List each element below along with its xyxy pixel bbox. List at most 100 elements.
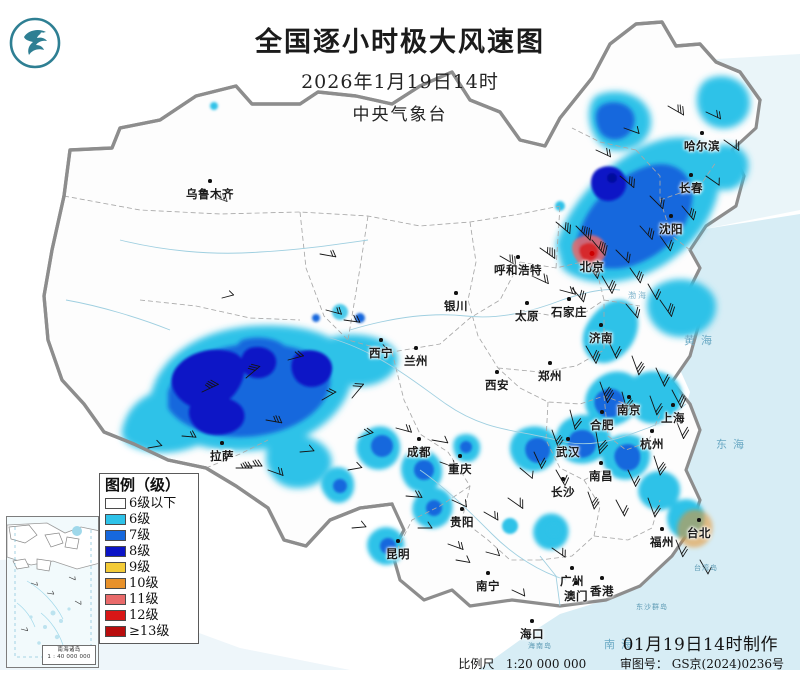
city-label-text: 香港 bbox=[590, 584, 614, 598]
city-marker-dot bbox=[458, 454, 462, 458]
city-label-text: 拉萨 bbox=[210, 449, 234, 463]
city-label-哈尔滨: 哈尔滨 bbox=[684, 131, 720, 154]
city-marker-dot bbox=[566, 437, 570, 441]
legend-label: 8级 bbox=[129, 543, 151, 559]
cma-dragon-logo bbox=[9, 17, 61, 69]
city-marker-dot bbox=[379, 338, 383, 342]
city-label-上海: 上海 bbox=[661, 403, 685, 426]
city-marker-dot bbox=[599, 461, 603, 465]
city-label-杭州: 杭州 bbox=[640, 429, 664, 452]
city-label-text: 北京 bbox=[579, 260, 605, 274]
city-marker-dot bbox=[208, 179, 212, 183]
legend-label: 12级 bbox=[129, 607, 159, 623]
city-marker-dot bbox=[671, 403, 675, 407]
city-label-text: 郑州 bbox=[538, 369, 562, 383]
city-label-澳门: 澳门 bbox=[564, 581, 588, 604]
city-label-text: 呼和浩特 bbox=[494, 263, 542, 277]
city-label-text: 长沙 bbox=[551, 485, 575, 499]
city-label-text: 武汉 bbox=[556, 445, 580, 459]
legend-label: 11级 bbox=[129, 591, 159, 607]
legend-row: 10级 bbox=[105, 575, 194, 591]
city-label-text: 银川 bbox=[444, 299, 468, 313]
legend-swatch bbox=[105, 497, 126, 509]
legend-swatch bbox=[105, 609, 126, 621]
city-label-text: 兰州 bbox=[404, 354, 428, 368]
city-marker-dot bbox=[417, 437, 421, 441]
province-boundaries bbox=[63, 127, 717, 561]
city-label-text: 西宁 bbox=[369, 346, 393, 360]
city-label-text: 杭州 bbox=[640, 437, 664, 451]
city-label-南昌: 南昌 bbox=[589, 461, 613, 484]
city-marker-dot bbox=[660, 527, 664, 531]
sea-label-东海: 东海 bbox=[716, 438, 750, 451]
city-label-text: 济南 bbox=[589, 331, 613, 345]
scale-label: 比例尺 bbox=[458, 657, 495, 671]
city-marker-dot bbox=[650, 429, 654, 433]
city-marker-dot bbox=[627, 395, 631, 399]
city-marker-dot bbox=[574, 581, 578, 585]
city-marker-dot bbox=[516, 255, 520, 259]
city-marker-dot bbox=[570, 566, 574, 570]
city-label-香港: 香港 bbox=[590, 576, 614, 599]
scale-value: 1:20 000 000 bbox=[505, 657, 587, 671]
island-label-海南岛: 海南岛 bbox=[528, 642, 552, 650]
city-marker-dot bbox=[220, 441, 224, 445]
city-label-text: 重庆 bbox=[448, 462, 472, 476]
city-label-银川: 银川 bbox=[444, 291, 468, 314]
city-label-text: 昆明 bbox=[386, 547, 410, 561]
island-label-台湾岛: 台湾岛 bbox=[694, 564, 718, 572]
wind-barb-layer bbox=[147, 104, 740, 597]
inset-scale-name: 南海诸岛 bbox=[57, 647, 81, 653]
legend-swatch bbox=[105, 529, 126, 541]
production-time: 01月19日14时制作 bbox=[622, 635, 778, 655]
inset-scale-box: 南海诸岛 1 : 40 000 000 bbox=[42, 645, 96, 665]
city-label-太原: 太原 bbox=[515, 301, 539, 324]
city-label-武汉: 武汉 bbox=[556, 437, 580, 460]
city-marker-dot bbox=[567, 297, 571, 301]
city-marker-dot bbox=[548, 361, 552, 365]
city-label-text: 南宁 bbox=[476, 579, 500, 593]
inset-map-graphic bbox=[7, 517, 98, 667]
island-label-东沙群岛: 东沙群岛 bbox=[636, 603, 668, 611]
city-label-text: 澳门 bbox=[564, 589, 588, 603]
legend-swatch bbox=[105, 561, 126, 573]
legend-label: ≥13级 bbox=[129, 623, 170, 639]
city-label-text: 石家庄 bbox=[551, 305, 587, 319]
city-label-南宁: 南宁 bbox=[476, 571, 500, 594]
sea-label-南海: 南海 bbox=[604, 638, 638, 651]
city-label-text: 台北 bbox=[687, 526, 711, 540]
city-marker-dot bbox=[454, 291, 458, 295]
legend-rows: 6级以下 6级 7级 8级 9级 10级 11级 12级 ≥13级 bbox=[105, 495, 194, 639]
city-label-text: 南京 bbox=[617, 403, 641, 417]
city-label-text: 成都 bbox=[407, 445, 431, 459]
city-label-合肥: 合肥 bbox=[590, 410, 614, 433]
city-label-贵阳: 贵阳 bbox=[450, 507, 474, 530]
city-label-沈阳: 沈阳 bbox=[659, 214, 683, 237]
city-label-text: 合肥 bbox=[590, 418, 614, 432]
city-label-北京: 北京 bbox=[579, 251, 605, 275]
wind-speed-field-layer bbox=[121, 76, 751, 565]
legend-panel: 图例（级） 6级以下 6级 7级 8级 9级 10级 11级 12级 ≥13级 bbox=[99, 473, 199, 645]
rivers-layer bbox=[65, 239, 687, 607]
city-label-海口: 海口 bbox=[520, 619, 544, 642]
legend-row: ≥13级 bbox=[105, 623, 194, 639]
city-marker-dot bbox=[414, 346, 418, 350]
city-marker-dot bbox=[600, 576, 604, 580]
legend-label: 6级 bbox=[129, 511, 151, 527]
bottom-spacer bbox=[0, 670, 800, 676]
city-marker-dot bbox=[396, 539, 400, 543]
legend-row: 9级 bbox=[105, 559, 194, 575]
city-label-石家庄: 石家庄 bbox=[551, 297, 587, 320]
legend-swatch bbox=[105, 625, 126, 637]
legend-swatch bbox=[105, 513, 126, 525]
city-label-长春: 长春 bbox=[679, 173, 703, 196]
city-marker-dot bbox=[600, 410, 604, 414]
city-label-text: 南昌 bbox=[589, 469, 613, 483]
legend-label: 10级 bbox=[129, 575, 159, 591]
city-label-拉萨: 拉萨 bbox=[210, 441, 234, 464]
city-label-福州: 福州 bbox=[650, 527, 674, 550]
city-marker-dot bbox=[700, 131, 704, 135]
legend-label: 7级 bbox=[129, 527, 151, 543]
